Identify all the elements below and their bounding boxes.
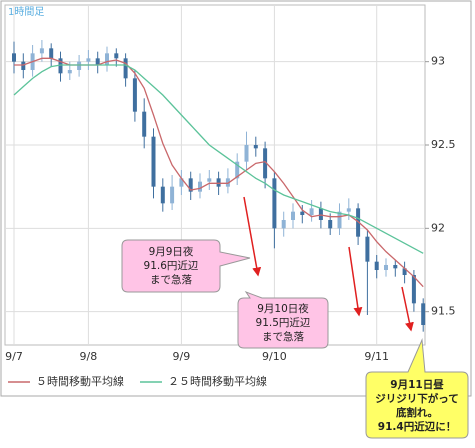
candle-body [244, 145, 249, 162]
candle-body [58, 58, 63, 74]
candle-body [21, 61, 26, 70]
candle-body [272, 178, 277, 229]
candle-body [170, 186, 175, 204]
candle-body [300, 211, 305, 215]
candle-body [281, 220, 286, 229]
annotation-text: 91.5円近辺 [256, 316, 311, 329]
candle-body [384, 265, 388, 270]
x-tick-label: 9/7 [5, 350, 23, 363]
candle-body [318, 208, 323, 220]
plot-area [4, 4, 426, 346]
candle-body [132, 78, 137, 112]
candle-body [142, 111, 147, 137]
candle-body [235, 161, 240, 179]
candle-body [39, 48, 44, 54]
arrow [401, 286, 414, 332]
candle-body [346, 208, 351, 212]
callout [365, 338, 469, 439]
candle-body [328, 220, 333, 229]
annotation-text: ジリジリ下がって [375, 392, 458, 405]
candle-body [49, 48, 54, 59]
annotation-text: 底割れ。 [396, 406, 438, 419]
y-tick-label: 92 [431, 221, 445, 234]
candle-body [95, 58, 100, 65]
y-tick-label: 92.5 [431, 138, 456, 151]
annotation-text: 9月10日夜 [257, 302, 309, 315]
legend-label: ２５時間移動平均線 [168, 374, 267, 388]
candle-body [188, 178, 193, 192]
candle-body [160, 186, 165, 204]
candle-body [421, 303, 426, 325]
candle-body [179, 178, 184, 187]
candle-body [207, 178, 212, 182]
candle-body [105, 53, 109, 65]
candle-body [402, 268, 407, 275]
annotation-text: まで急落 [262, 330, 304, 343]
candle-body [263, 148, 268, 179]
candle-body [309, 208, 314, 215]
annotation-text: 91.4円近辺に！ [378, 420, 456, 433]
y-tick-label: 91.5 [431, 305, 456, 318]
legend-label: ５時間移動平均線 [36, 374, 124, 388]
annotation-text: まで急落 [150, 273, 192, 286]
annotation-text: 91.6円近辺 [144, 259, 199, 272]
y-tick-label: 93 [431, 55, 445, 68]
x-tick-label: 9/9 [173, 350, 191, 363]
candle-body [374, 261, 379, 270]
candle-body [77, 61, 82, 70]
callout [121, 239, 251, 293]
candle-body [337, 211, 342, 229]
x-tick-label: 9/11 [364, 350, 389, 363]
x-tick-label: 9/8 [80, 350, 98, 363]
annotation-text: 9月11日昼 [390, 379, 444, 391]
candle-body [225, 178, 230, 187]
candle-body [365, 236, 370, 262]
candle-body [393, 265, 398, 269]
marks [12, 40, 426, 332]
candle-body [151, 136, 156, 187]
candle-body [198, 181, 202, 192]
candle-body [411, 275, 416, 304]
candle-body [123, 58, 128, 79]
annotations: 9月9日夜91.6円近辺まで急落9月10日夜91.5円近辺まで急落9月11日昼ジ… [144, 245, 459, 433]
arrow [243, 196, 262, 277]
callout [237, 290, 329, 349]
candle-body [216, 178, 221, 187]
moving-average-line [13, 64, 424, 254]
candle-body [291, 211, 295, 220]
candle-body [67, 70, 72, 74]
candle-body [12, 53, 16, 62]
x-tick-label: 9/10 [262, 350, 287, 363]
candle-body [86, 58, 91, 62]
candle-body [114, 53, 119, 59]
annotation-text: 9月9日夜 [149, 245, 194, 258]
timeframe-label: 1時間足 [8, 6, 44, 18]
candle-body [253, 145, 258, 149]
arrow [348, 246, 363, 317]
